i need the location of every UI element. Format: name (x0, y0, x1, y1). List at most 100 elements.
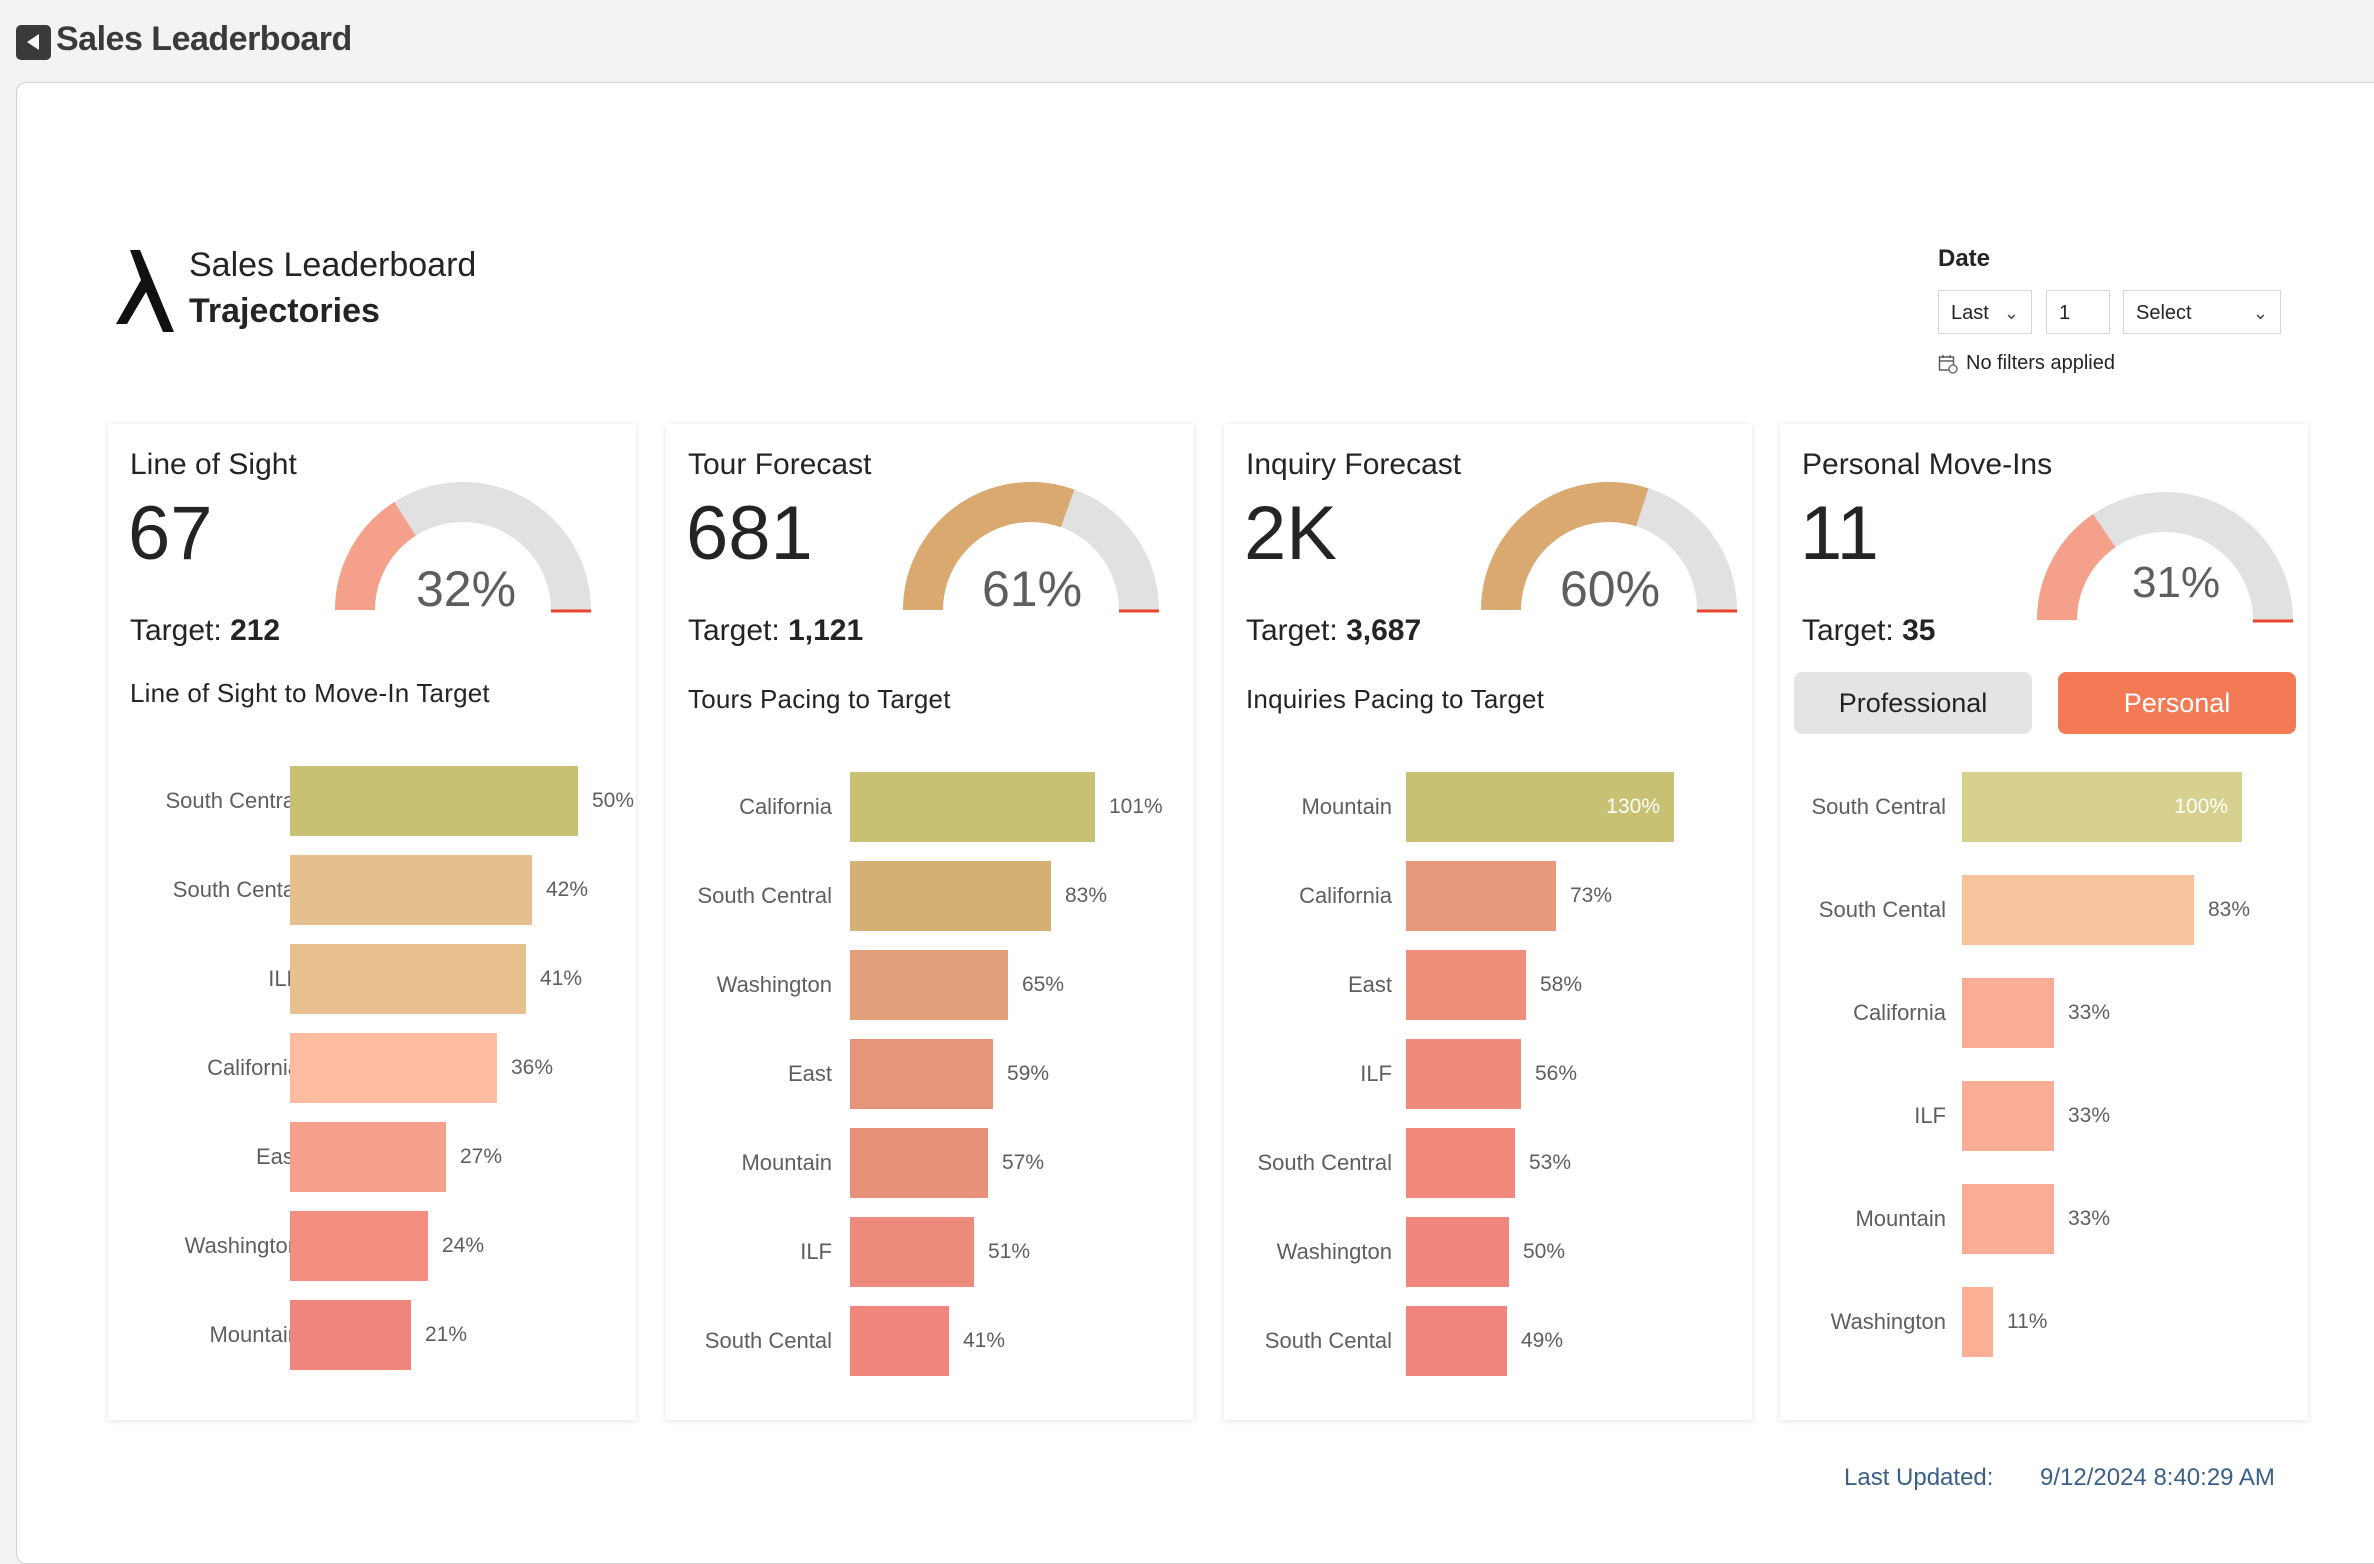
bar-value-label: 33% (2068, 1104, 2111, 1127)
professional-toggle-button[interactable]: Professional (1794, 672, 2032, 734)
card-title: Inquiry Forecast (1246, 448, 1462, 481)
bar-row[interactable]: East 58% (1224, 950, 1752, 1020)
bar[interactable] (1962, 978, 2054, 1048)
bar-value-label: 50% (1523, 1240, 1566, 1263)
personal-toggle-button[interactable]: Personal (2058, 672, 2296, 734)
chevron-down-icon: ⌄ (2252, 303, 2268, 323)
bar[interactable] (1406, 772, 1674, 842)
last-updated-label: Last Updated: (1844, 1464, 1994, 1491)
bar-category-label: South Cental (172, 877, 300, 902)
bar-row[interactable]: Washington 11% (1780, 1287, 2308, 1357)
bar-row[interactable]: East 27% (108, 1122, 636, 1192)
bar-row[interactable]: South Cental 42% (108, 855, 636, 925)
bar[interactable] (1406, 861, 1556, 931)
bar[interactable] (850, 772, 1095, 842)
bar-row[interactable]: Mountain 130% (1224, 772, 1752, 842)
bar[interactable] (850, 950, 1008, 1020)
back-arrow-icon[interactable] (16, 25, 51, 60)
bar-category-label: Mountain (1301, 794, 1392, 819)
bar-row[interactable]: ILF 51% (666, 1217, 1194, 1287)
bar-row[interactable]: California 33% (1780, 978, 2308, 1048)
bar[interactable] (290, 766, 578, 836)
bar-value-label: 130% (1606, 795, 1660, 818)
bar[interactable] (1406, 950, 1526, 1020)
bar[interactable] (290, 944, 526, 1014)
bar-row[interactable]: South Cental 83% (1780, 875, 2308, 945)
bar[interactable] (850, 1039, 993, 1109)
bar[interactable] (850, 1306, 949, 1376)
bar-row[interactable]: ILF 56% (1224, 1039, 1752, 1109)
bar-row[interactable]: California 36% (108, 1033, 636, 1103)
bar-value-label: 101% (1109, 795, 1163, 818)
target-value: 35 (1902, 614, 1936, 647)
gauge-fill (335, 501, 417, 611)
bar-value-label: 41% (540, 967, 583, 990)
bar-value-label: 27% (460, 1145, 503, 1168)
gauge-percent: 61% (982, 561, 1083, 617)
bar[interactable] (1406, 1306, 1507, 1376)
target-label: Target: (688, 614, 780, 647)
bar-value-label: 73% (1570, 884, 1613, 907)
bar-value-label: 50% (592, 789, 635, 812)
bar-category-label: South Central (165, 788, 300, 813)
bar[interactable] (1962, 1184, 2054, 1254)
gauge-percent: 32% (416, 561, 517, 617)
bar[interactable] (1962, 1287, 1993, 1357)
bar-row[interactable]: Mountain 57% (666, 1128, 1194, 1198)
bar-row[interactable]: California 101% (666, 772, 1194, 842)
bar-category-label: ILF (1914, 1103, 1946, 1128)
bar-value-label: 56% (1535, 1062, 1578, 1085)
date-count-input[interactable]: 1 (2046, 290, 2110, 334)
target-label: Target: (130, 614, 222, 647)
gauge-chart (2037, 492, 2293, 623)
bar-category-label: South Cental (704, 1328, 832, 1353)
bar[interactable] (1406, 1039, 1521, 1109)
bar-row[interactable]: ILF 33% (1780, 1081, 2308, 1151)
bar[interactable] (850, 1128, 988, 1198)
bar-row[interactable]: California 73% (1224, 861, 1752, 931)
bar-category-label: California (1853, 1000, 1946, 1025)
target-label: Target: (1802, 614, 1894, 647)
bar-row[interactable]: South Central 50% (108, 766, 636, 836)
bar-row[interactable]: Washington 65% (666, 950, 1194, 1020)
bar[interactable] (1406, 1128, 1515, 1198)
bar-row[interactable]: ILF 41% (108, 944, 636, 1014)
bar-value-label: 42% (546, 878, 589, 901)
bar-row[interactable]: South Cental 41% (666, 1306, 1194, 1376)
bar[interactable] (1962, 875, 2194, 945)
card-inquiry-forecast: Inquiry Forecast 2K Target: 3,687 60% In… (1224, 424, 1752, 1420)
relative-date-dropdown[interactable]: Last ⌄ (1938, 290, 2032, 334)
bar[interactable] (290, 1300, 411, 1370)
bar-value-label: 83% (2208, 898, 2251, 921)
bar[interactable] (290, 1211, 428, 1281)
bar-row[interactable]: Washington 50% (1224, 1217, 1752, 1287)
card-title: Personal Move-Ins (1802, 448, 2053, 481)
bar-category-label: South Cental (1264, 1328, 1392, 1353)
bar[interactable] (290, 855, 532, 925)
bar-row[interactable]: South Central 100% (1780, 772, 2308, 842)
bar-row[interactable]: South Cental 49% (1224, 1306, 1752, 1376)
bar-row[interactable]: East 59% (666, 1039, 1194, 1109)
bar[interactable] (1406, 1217, 1509, 1287)
bar[interactable] (850, 861, 1051, 931)
card-value: 67 (128, 491, 213, 576)
bar-row[interactable]: Washington 24% (108, 1211, 636, 1281)
bar[interactable] (290, 1122, 446, 1192)
bar-value-label: 49% (1521, 1329, 1564, 1352)
gauge-chart (1481, 482, 1737, 613)
gauge-fill (2037, 514, 2117, 621)
bar-value-label: 59% (1007, 1062, 1050, 1085)
bar[interactable] (1962, 1081, 2054, 1151)
bar[interactable] (850, 1217, 974, 1287)
bar[interactable] (290, 1033, 497, 1103)
bar-row[interactable]: Mountain 33% (1780, 1184, 2308, 1254)
company-logo-icon (116, 250, 174, 332)
bar[interactable] (1962, 772, 2242, 842)
gauge-percent: 60% (1560, 561, 1661, 617)
card-title: Line of Sight (130, 448, 297, 481)
bar-row[interactable]: South Central 83% (666, 861, 1194, 931)
date-unit-dropdown[interactable]: Select ⌄ (2123, 290, 2281, 334)
bar-value-label: 36% (511, 1056, 554, 1079)
bar-row[interactable]: South Central 53% (1224, 1128, 1752, 1198)
bar-row[interactable]: Mountain 21% (108, 1300, 636, 1370)
